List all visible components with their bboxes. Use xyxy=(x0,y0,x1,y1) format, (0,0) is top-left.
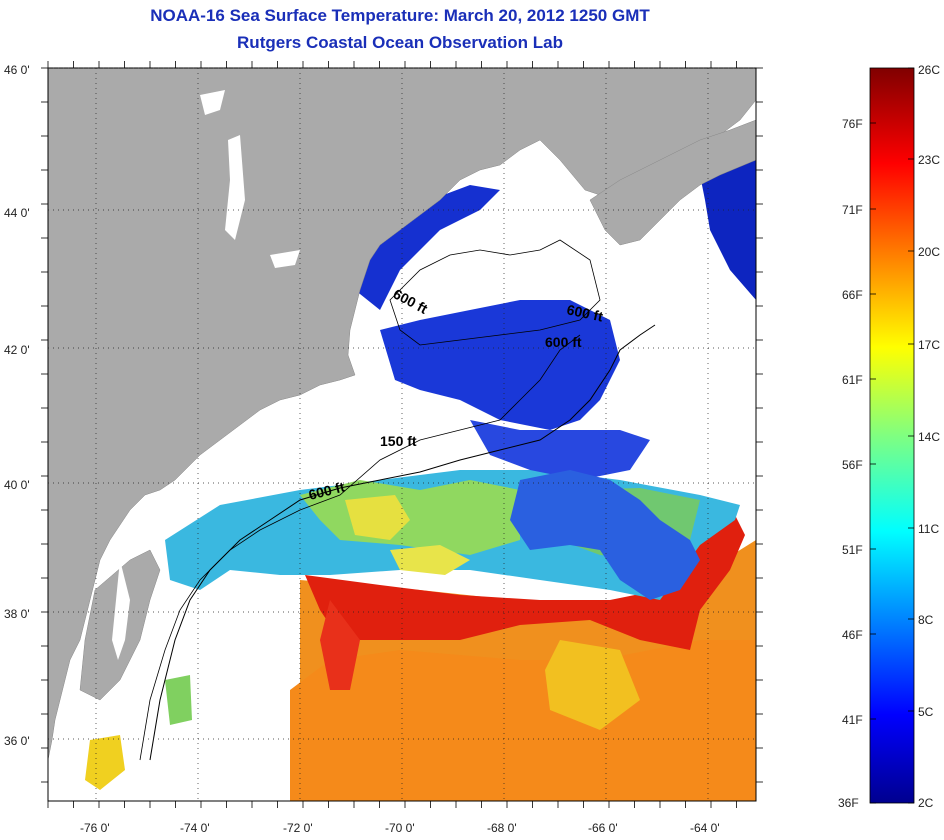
lat-tick-label: 40 0' xyxy=(4,478,30,492)
inland-lake xyxy=(270,250,300,268)
bathymetry-contour-gom xyxy=(389,239,601,346)
lon-tick-label: -76 0' xyxy=(80,821,110,835)
contour-label: 600 ft xyxy=(565,301,604,324)
coastal-warm-patch xyxy=(85,735,125,790)
sst-map: 600 ft 600 ft 600 ft 150 ft 600 ft 46 0'… xyxy=(4,61,763,835)
colorbar-c-label: 5C xyxy=(918,705,934,719)
gulf-stream-hot-core xyxy=(305,515,745,650)
cold-maine-coast xyxy=(355,185,500,310)
cold-scotian-shelf xyxy=(700,160,756,300)
lat-tick-label: 46 0' xyxy=(4,63,30,77)
lon-tick-label: -74 0' xyxy=(180,821,210,835)
colorbar-gradient xyxy=(869,67,915,804)
colorbar-c-label: 26C xyxy=(918,63,940,77)
lon-tick-label: -68 0' xyxy=(487,821,517,835)
yellow-eddy-south xyxy=(390,545,470,575)
map-title: NOAA-16 Sea Surface Temperature: March 2… xyxy=(150,6,650,25)
colorbar-c-label: 11C xyxy=(918,522,939,536)
yellow-warm-patch xyxy=(545,640,640,730)
colorbar-c-label: 14C xyxy=(918,430,940,444)
coastal-green-patch xyxy=(165,675,192,725)
warm-water-orange-south xyxy=(290,640,756,801)
inland-lake xyxy=(225,135,245,240)
cold-stream-ring xyxy=(510,470,700,600)
colorbar-f-label: 56F xyxy=(842,458,863,472)
colorbar-c-label: 8C xyxy=(918,613,934,627)
lon-tick-label: -70 0' xyxy=(385,821,415,835)
lat-tick-label: 38 0' xyxy=(4,607,30,621)
colorbar-c-label: 23C xyxy=(918,153,940,167)
land-mass xyxy=(48,68,756,761)
colorbar-f-label: 71F xyxy=(842,203,863,217)
lon-tick-label: -72 0' xyxy=(283,821,313,835)
colorbar-f-label: 66F xyxy=(842,288,863,302)
contour-label: 600 ft xyxy=(545,334,582,350)
temperature-colorbar: 76F 71F 66F 61F 56F 51F 46F 41F 36F 26C … xyxy=(838,63,940,810)
colorbar-c-label: 17C xyxy=(918,338,940,352)
land-nova-scotia xyxy=(589,119,756,246)
green-filament xyxy=(300,480,520,555)
colorbar-f-label: 46F xyxy=(842,628,863,642)
colorbar-f-label: 51F xyxy=(842,543,863,557)
cold-gulf-of-maine xyxy=(380,300,620,430)
yellow-eddy xyxy=(345,495,410,540)
contour-label: 150 ft xyxy=(380,433,417,449)
lon-tick-label: -64 0' xyxy=(690,821,720,835)
colorbar-f-label: 41F xyxy=(842,713,863,727)
cold-georges-bank xyxy=(470,420,650,480)
graticule xyxy=(41,61,763,808)
bathymetry-contour-150ft xyxy=(139,334,581,761)
colorbar-ticks xyxy=(870,67,914,804)
red-streak-west xyxy=(320,600,360,690)
inland-lake xyxy=(200,90,225,115)
colorbar-f-label: 36F xyxy=(838,796,859,810)
map-subtitle: Rutgers Coastal Ocean Observation Lab xyxy=(237,33,563,52)
colorbar-c-label: 2C xyxy=(918,796,934,810)
colorbar-f-label: 76F xyxy=(842,117,863,131)
colorbar-f-label: 61F xyxy=(842,373,863,387)
colorbar-c-label: 20C xyxy=(918,245,940,259)
lat-tick-label: 36 0' xyxy=(4,734,30,748)
lon-tick-label: -66 0' xyxy=(588,821,618,835)
chesapeake-bay xyxy=(112,560,130,660)
bathymetry-contour-600ft xyxy=(149,324,656,761)
lat-tick-label: 44 0' xyxy=(4,206,30,220)
lat-tick-label: 42 0' xyxy=(4,343,30,357)
